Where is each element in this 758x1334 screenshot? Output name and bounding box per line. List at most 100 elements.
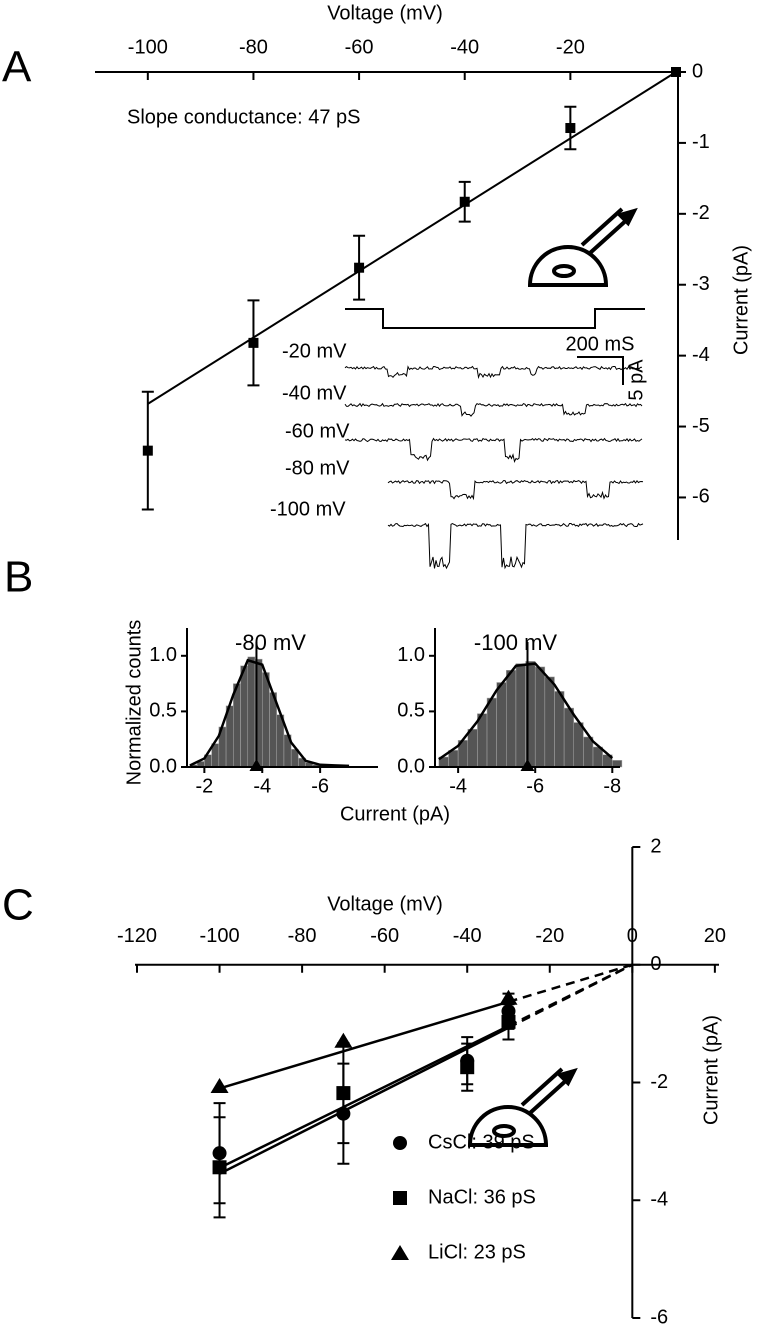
nucleus bbox=[552, 264, 576, 278]
y-axis-label: Current (pA) bbox=[730, 245, 752, 355]
histogram-bar bbox=[233, 683, 241, 768]
current-scale-label: 5 pA bbox=[625, 359, 647, 401]
histogram-bar bbox=[563, 707, 574, 768]
x-tick-label: -6 bbox=[311, 775, 329, 797]
pipette-tip bbox=[616, 207, 638, 227]
histogram-bar bbox=[261, 672, 270, 768]
trace-label: -20 mV bbox=[282, 340, 347, 362]
histogram-bar bbox=[544, 676, 555, 768]
y-tick-label: 2 bbox=[650, 835, 661, 857]
fit-extrapolation bbox=[507, 963, 633, 1029]
x-tick-label: -40 bbox=[453, 925, 482, 947]
x-tick-label: -8 bbox=[603, 775, 621, 797]
data-point bbox=[459, 196, 470, 207]
histogram-bar bbox=[496, 682, 507, 768]
pipette-tip bbox=[556, 1067, 578, 1087]
cell-attached-icon bbox=[467, 1067, 578, 1147]
current-trace bbox=[344, 402, 643, 417]
data-point bbox=[336, 1086, 351, 1101]
nucleus bbox=[492, 1124, 516, 1138]
x-tick-label: -80 bbox=[288, 925, 317, 947]
legend-label: CsCl: 39 pS bbox=[428, 1131, 535, 1153]
legend-marker bbox=[393, 1191, 407, 1205]
panel-letter: C bbox=[2, 881, 34, 930]
histogram-title: -100 mV bbox=[474, 630, 557, 655]
x-tick-label: -6 bbox=[526, 775, 544, 797]
y-tick-label: 1.0 bbox=[397, 644, 425, 666]
legend-marker bbox=[393, 1136, 407, 1150]
histogram-bar bbox=[247, 656, 256, 768]
y-tick-label: -1 bbox=[692, 131, 710, 153]
data-point bbox=[142, 445, 153, 456]
y-axis-label: Current (pA) bbox=[700, 1015, 722, 1125]
data-point bbox=[248, 337, 259, 348]
y-tick-label: -2 bbox=[692, 202, 710, 224]
panel-letter: B bbox=[4, 553, 33, 602]
x-axis-label: Current (pA) bbox=[340, 803, 450, 825]
y-tick-label: -5 bbox=[692, 415, 710, 437]
histogram-bar bbox=[534, 666, 546, 768]
panel-letter: A bbox=[2, 43, 32, 92]
y-tick-label: 0.0 bbox=[397, 755, 425, 777]
y-tick-label: 1.0 bbox=[149, 644, 177, 666]
voltage-command bbox=[345, 308, 645, 329]
scale-bar bbox=[577, 356, 624, 385]
x-tick-label: -2 bbox=[195, 775, 213, 797]
x-tick-label: -4 bbox=[449, 775, 467, 797]
data-point bbox=[565, 123, 576, 134]
histogram-bar bbox=[477, 713, 488, 768]
histogram-bar bbox=[554, 691, 565, 768]
x-tick-label: -120 bbox=[117, 925, 157, 947]
x-axis-label: Voltage (mV) bbox=[327, 893, 443, 915]
x-tick-label: -60 bbox=[345, 36, 374, 58]
legend-label: LiCl: 23 pS bbox=[428, 1241, 526, 1263]
x-tick-label: 0 bbox=[627, 925, 638, 947]
y-tick-label: -3 bbox=[692, 273, 710, 295]
trace-label: -80 mV bbox=[285, 457, 350, 479]
fit-extrapolation bbox=[508, 963, 633, 1004]
current-trace bbox=[387, 479, 644, 501]
data-point bbox=[334, 1032, 353, 1048]
x-tick-label: -40 bbox=[450, 36, 479, 58]
y-tick-label: -6 bbox=[650, 1306, 668, 1328]
pipette bbox=[520, 1067, 572, 1115]
histogram-bar bbox=[486, 697, 497, 768]
trace-label: -100 mV bbox=[270, 498, 346, 520]
fit-line bbox=[218, 1026, 510, 1175]
data-point bbox=[210, 1078, 229, 1094]
y-tick-label: 0.5 bbox=[397, 700, 425, 722]
gaussian-fit bbox=[438, 662, 614, 761]
data-point bbox=[671, 67, 681, 77]
data-point bbox=[212, 1160, 227, 1175]
x-axis-label: Voltage (mV) bbox=[327, 2, 443, 24]
data-point bbox=[499, 989, 518, 1005]
data-point bbox=[460, 1060, 475, 1075]
cell-outline bbox=[467, 1105, 549, 1147]
data-point bbox=[501, 1014, 516, 1029]
fit-line bbox=[219, 1024, 510, 1169]
histogram-bar bbox=[612, 760, 623, 768]
histogram-bar bbox=[240, 665, 249, 768]
y-tick-label: -4 bbox=[650, 1189, 668, 1211]
trace-label: -60 mV bbox=[285, 420, 350, 442]
histogram-bar bbox=[506, 670, 517, 768]
x-tick-label: 20 bbox=[704, 925, 726, 947]
current-trace bbox=[344, 365, 643, 380]
y-tick-label: 0 bbox=[650, 953, 661, 975]
fit-line bbox=[219, 1000, 509, 1090]
current-trace bbox=[344, 437, 643, 463]
legend-label: NaCl: 36 pS bbox=[428, 1186, 536, 1208]
x-tick-label: -100 bbox=[128, 36, 168, 58]
histogram-bar bbox=[573, 722, 584, 768]
x-tick-label: -4 bbox=[253, 775, 271, 797]
pipette bbox=[580, 207, 632, 255]
histogram-bar bbox=[467, 728, 478, 768]
histogram-bar bbox=[515, 663, 526, 768]
fit-line bbox=[147, 71, 677, 405]
x-tick-label: -20 bbox=[535, 925, 564, 947]
fit-extrapolation bbox=[507, 963, 633, 1028]
y-tick-label: -4 bbox=[692, 344, 710, 366]
annotation: Slope conductance: 47 pS bbox=[127, 106, 361, 128]
